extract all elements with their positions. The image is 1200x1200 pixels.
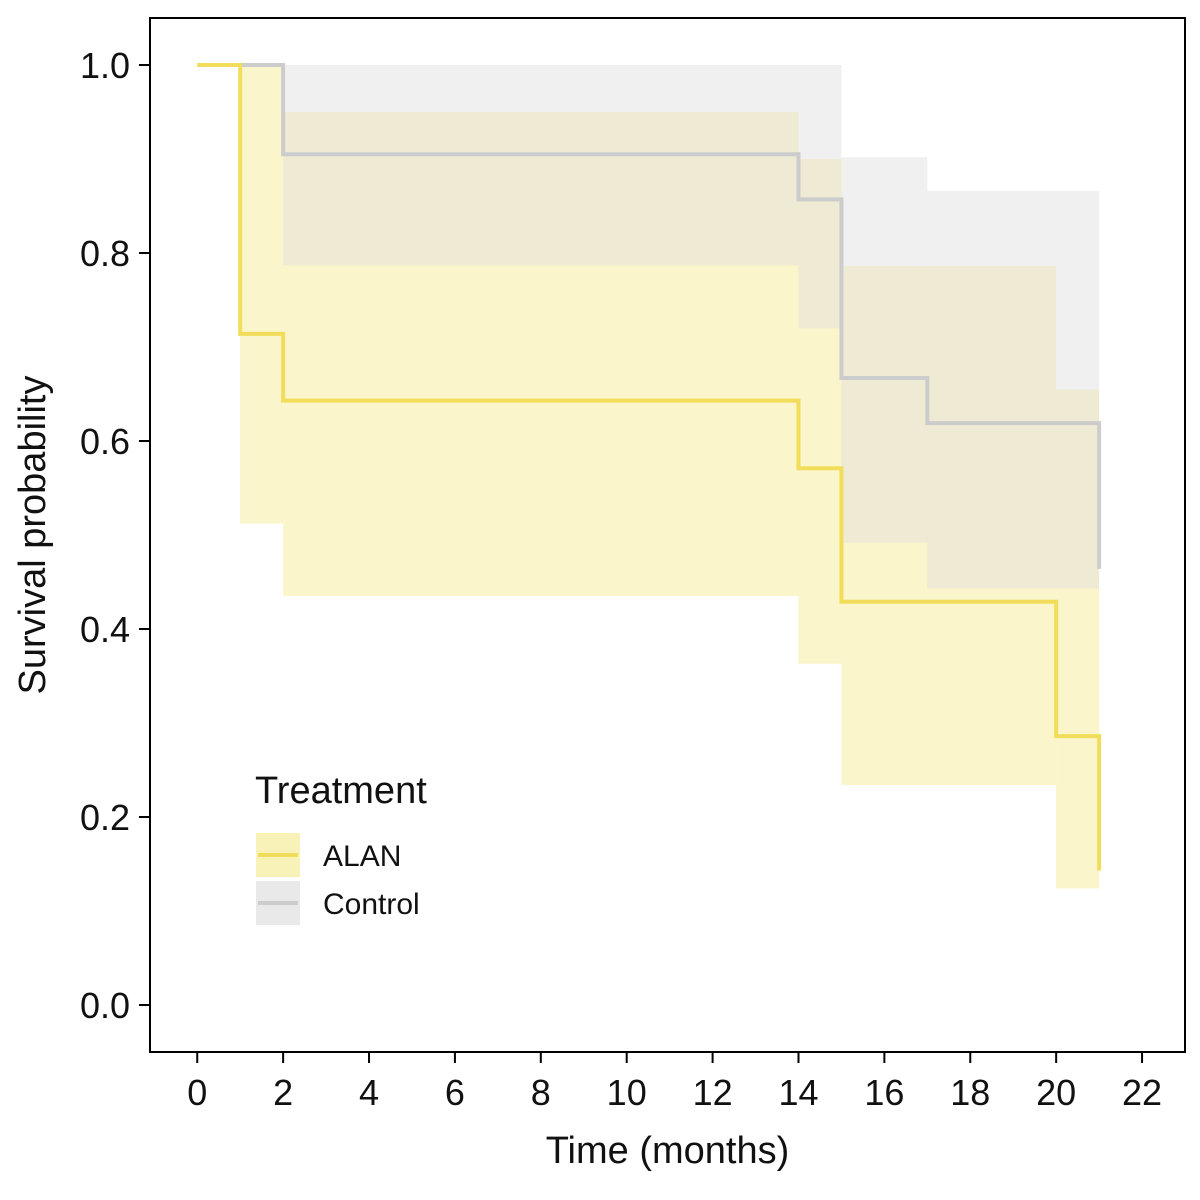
- y-tick-label-1.0: 1.0: [80, 45, 130, 86]
- confidence-bands: [240, 65, 1100, 889]
- x-tick-label-10: 10: [607, 1072, 647, 1113]
- x-axis-title: Time (months): [546, 1130, 790, 1172]
- x-tick-label-4: 4: [359, 1072, 379, 1113]
- x-tick-label-20: 20: [1036, 1072, 1076, 1113]
- legend: Treatment ALAN Control: [255, 770, 427, 925]
- x-tick-label-8: 8: [531, 1072, 551, 1113]
- x-tick-label-2: 2: [273, 1072, 293, 1113]
- x-tick-label-14: 14: [778, 1072, 818, 1113]
- plot-panel-border: [149, 17, 1186, 1053]
- alan-survival-line: [197, 63, 1102, 871]
- control-ci-band-segment-1: [283, 65, 799, 266]
- y-axis: 0.0 0.2 0.4 0.6 0.8 1.0: [80, 45, 150, 1026]
- alan-ci-band-segment-3: [798, 159, 842, 664]
- y-axis-title: Survival probability: [12, 376, 54, 695]
- legend-title: Treatment: [255, 770, 427, 812]
- legend-label-alan: ALAN: [323, 840, 401, 873]
- x-tick-label-6: 6: [445, 1072, 465, 1113]
- x-axis: 0 2 4 6 8 10 12 14 16 18 20 22: [187, 1052, 1162, 1113]
- y-tick-label-0.0: 0.0: [80, 985, 130, 1026]
- y-tick-label-0.6: 0.6: [80, 421, 130, 462]
- y-tick-label-0.8: 0.8: [80, 233, 130, 274]
- y-tick-label-0.2: 0.2: [80, 797, 130, 838]
- legend-label-control: Control: [323, 888, 420, 921]
- x-tick-label-16: 16: [864, 1072, 904, 1113]
- x-tick-label-22: 22: [1122, 1072, 1162, 1113]
- x-tick-label-12: 12: [693, 1072, 733, 1113]
- control-ci-band-segment-2: [798, 65, 842, 329]
- survival-lines: [197, 63, 1102, 871]
- alan-ci-band-segment-1: [240, 65, 284, 524]
- control-ci-band-segment-4: [927, 190, 1100, 589]
- control-ci-band-segment-3: [841, 157, 928, 543]
- alan-ci-band-segment-4: [841, 266, 1057, 786]
- y-tick-label-0.4: 0.4: [80, 609, 130, 650]
- alan-ci-band-segment-5: [1056, 389, 1100, 889]
- control-survival-line: [197, 63, 1102, 569]
- x-tick-label-18: 18: [950, 1072, 990, 1113]
- legend-entries: ALAN Control: [256, 833, 420, 925]
- alan-ci-band-segment-2: [283, 112, 799, 597]
- x-tick-label-0: 0: [187, 1072, 207, 1113]
